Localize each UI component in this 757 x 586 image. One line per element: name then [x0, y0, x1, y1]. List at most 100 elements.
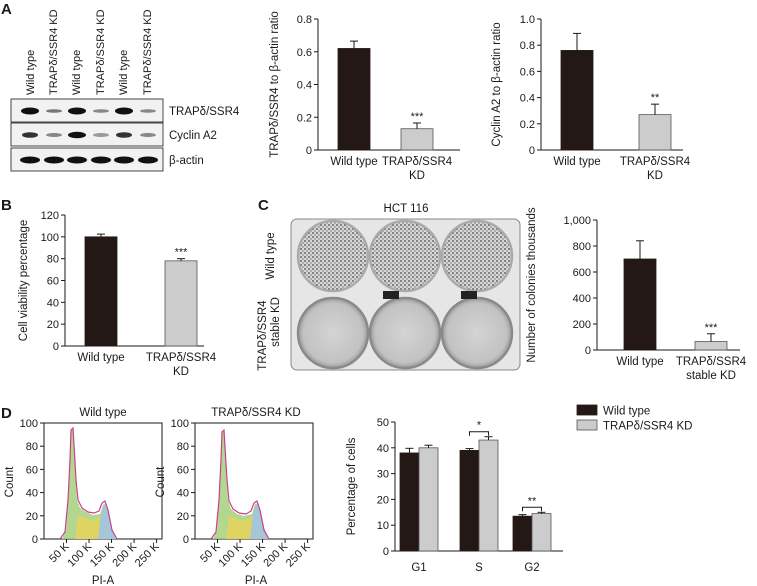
histogram-ytick-label: 80 — [26, 441, 38, 453]
histogram-ytick-label: 0 — [183, 534, 189, 546]
y-tick-label: 800 — [573, 241, 591, 253]
bar — [638, 114, 672, 151]
x-tick-label: Wild type — [616, 356, 663, 368]
bar — [399, 452, 420, 552]
bar — [418, 447, 439, 552]
histogram-xtick-label: 150 K — [239, 540, 268, 569]
blot-lane-label: Wild type — [118, 50, 130, 95]
histogram-ytick-label: 80 — [177, 441, 189, 453]
blot-band — [91, 156, 111, 164]
blot-band — [140, 109, 156, 113]
y-tick-label: 1.0 — [520, 14, 535, 26]
y-tick-label: 0.6 — [297, 47, 312, 59]
y-tick-label: 40 — [377, 443, 389, 455]
blot-band — [46, 109, 62, 113]
blot-band — [46, 133, 62, 137]
y-axis-label: TRAPδ/SSR4 to β-actin ratio — [269, 11, 281, 158]
x-tick-label: G2 — [524, 562, 539, 574]
bar — [478, 439, 499, 552]
x-tick-label: TRAPδ/SSR4 — [620, 156, 691, 168]
blot-band — [22, 132, 38, 138]
blot-lane-label: Wild type — [71, 50, 83, 95]
histogram-curve — [210, 428, 270, 540]
blot-strip-actin — [10, 147, 164, 172]
significance-label: *** — [175, 247, 189, 259]
x-tick-label: G1 — [411, 562, 426, 574]
histogram-ytick-label: 60 — [26, 464, 38, 476]
blot-row-label: Cyclin A2 — [169, 130, 217, 142]
y-tick-label: 0.8 — [297, 14, 312, 26]
histogram-xtick-label: 200 K — [110, 540, 139, 569]
histogram-ytick-label: 100 — [171, 418, 189, 430]
significance-label: *** — [705, 322, 719, 334]
histogram-ytick-label: 100 — [20, 418, 38, 430]
blot-band — [93, 109, 109, 113]
significance-bracket — [522, 506, 542, 512]
histogram-kd: TRAPδ/SSR4 KD Count PI-A 0 20 40 60 80 100 50… — [155, 407, 314, 586]
chart-trap-ratio: 0 0.2 0.4 0.6 0.8 TRAPδ/SSR4 to β-actin ratio… — [269, 11, 460, 182]
blot-strip-cyclin — [10, 122, 164, 147]
blot-lane-label: TRAPδ/SSR4 KD — [142, 9, 154, 95]
x-tick-label: Wild type — [553, 156, 600, 168]
y-axis-label: Cyclin A2 to β-actin ratio — [491, 22, 503, 146]
western-blot: Wild type TRAPδ/SSR4 KD Wild type TRAPδ/… — [10, 9, 240, 172]
y-tick-label: 400 — [573, 293, 591, 305]
colony-row-label-line: TRAPδ/SSR4 — [257, 300, 269, 371]
y-tick-label: 20 — [377, 494, 389, 506]
y-tick-label: 0 — [306, 145, 312, 157]
blot-band — [68, 131, 86, 139]
histogram-ytick-label: 20 — [177, 511, 189, 523]
chart-cell-viability: 0 20 40 60 80 100 120 Cell viability percentage… — [18, 210, 217, 378]
bar — [512, 515, 533, 552]
blot-band — [140, 133, 156, 137]
bar — [694, 341, 728, 351]
bar — [164, 260, 198, 347]
histogram-ytick-label: 40 — [177, 488, 189, 500]
y-tick-label: 0.2 — [520, 119, 535, 131]
tray-notch — [461, 291, 477, 299]
blot-band — [93, 133, 109, 137]
histogram-xlabel: PI-A — [245, 575, 268, 586]
histogram-wild-type: Wild type Count PI-A 0 20 40 60 80 100 50 K10… — [4, 407, 163, 586]
colony-well — [296, 219, 370, 293]
y-tick-label: 0.4 — [297, 80, 312, 92]
x-tick-label: KD — [173, 366, 189, 378]
blot-lane-label: Wild type — [25, 50, 37, 95]
blot-band — [20, 156, 40, 164]
y-tick-label: 20 — [47, 319, 59, 331]
x-tick-label: KD — [647, 170, 663, 182]
histogram-ytick-label: 20 — [26, 511, 38, 523]
panel-label-a: A — [1, 1, 12, 18]
histogram-xtick-label: 250 K — [133, 540, 162, 569]
colony-plate-image: HCT 116 Wild type TRAPδ/SSR4 stable KD — [257, 203, 521, 371]
histogram-yticks: 0 20 40 60 80 100 — [20, 418, 44, 546]
y-tick-label: 60 — [47, 276, 59, 288]
significance-label: ** — [651, 92, 660, 104]
y-tick-label: 0 — [383, 546, 389, 558]
y-tick-label: 0.2 — [297, 112, 312, 124]
chart-cell-cycle: 0 10 20 30 40 50 Percentage of cells G1 S * G2 ** Wi… — [346, 404, 692, 574]
y-tick-label: 10 — [377, 520, 389, 532]
blot-lane-label: TRAPδ/SSR4 KD — [95, 9, 107, 95]
y-tick-label: 0 — [529, 145, 535, 157]
y-tick-label: 0.4 — [520, 93, 535, 105]
colony-image-title: HCT 116 — [384, 203, 429, 215]
significance-label: * — [477, 420, 482, 432]
panel-label-b: B — [1, 197, 12, 214]
colony-well — [440, 296, 514, 370]
x-tick-label: TRAPδ/SSR4 — [382, 156, 453, 168]
y-tick-label: 0 — [585, 345, 591, 357]
histogram-ylabel: Count — [155, 466, 167, 497]
legend-swatch — [576, 404, 598, 416]
blot-band — [68, 107, 86, 115]
bar — [623, 258, 657, 351]
histogram-xtick-label: 100 K — [65, 540, 94, 569]
chart-cyclin-ratio: 0 0.2 0.4 0.6 0.8 1.0 Cyclin A2 to β-actin rat… — [491, 14, 691, 182]
y-tick-label: 50 — [377, 417, 389, 429]
blot-band — [114, 156, 134, 164]
y-tick-label: 0 — [53, 341, 59, 353]
bar — [560, 50, 594, 151]
histogram-ytick-label: 40 — [26, 488, 38, 500]
blot-band — [44, 156, 64, 164]
